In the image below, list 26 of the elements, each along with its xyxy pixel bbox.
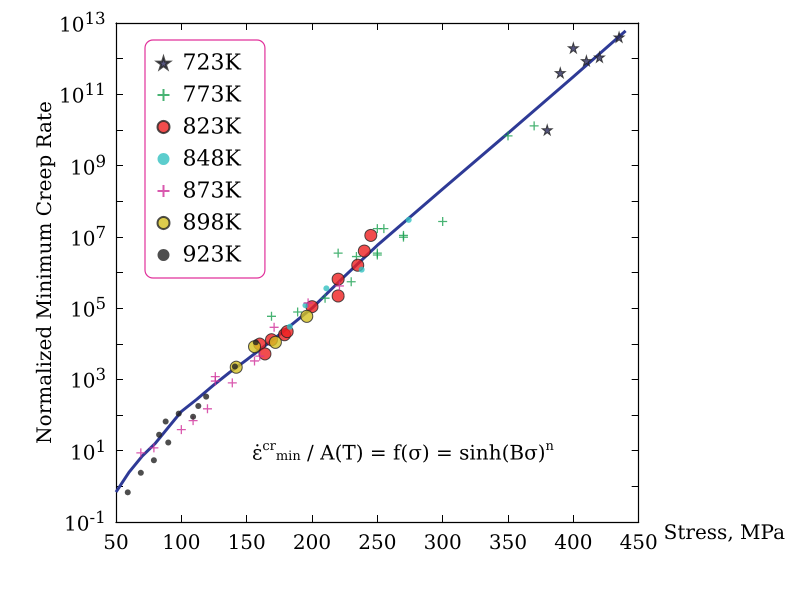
x-tick-label: 400: [554, 530, 592, 554]
x-tick-label: 250: [358, 530, 396, 554]
y-axis-title: Normalized Minimum Creep Rate: [32, 101, 56, 444]
x-tick-label: 100: [162, 530, 200, 554]
legend-label: 873K: [182, 178, 242, 204]
y-tick-label: 10$^{9}$: [70, 152, 106, 180]
y-tick-label: 10$^{7}$: [70, 222, 106, 250]
legend-label: 773K: [182, 82, 242, 108]
y-tick-label: 10$^{3}$: [70, 365, 106, 394]
y-tick-label: 10$^{11}$: [59, 80, 106, 108]
x-tick-label: 450: [620, 530, 658, 554]
y-tick-label: 10$^{1}$: [70, 436, 106, 464]
legend-label: 723K: [182, 50, 242, 76]
x-tick-label: 50: [103, 530, 129, 554]
x-tick-label: 150: [228, 530, 266, 554]
legend-label: 898K: [182, 210, 242, 236]
x-tick-label: 200: [292, 530, 332, 554]
legend-label: 823K: [182, 114, 242, 140]
y-tick-label: 10$^{13}$: [59, 9, 106, 37]
y-tick-label: 10$^{5}$: [70, 294, 106, 322]
legend-label: 848K: [182, 146, 242, 172]
y-tick-label: 10$^{-1}$: [64, 508, 106, 536]
x-axis-title: Stress, MPa: [664, 520, 786, 544]
legend-label: 923K: [182, 242, 242, 268]
x-tick-label: 350: [488, 530, 528, 554]
x-tick-label: 300: [424, 530, 462, 554]
